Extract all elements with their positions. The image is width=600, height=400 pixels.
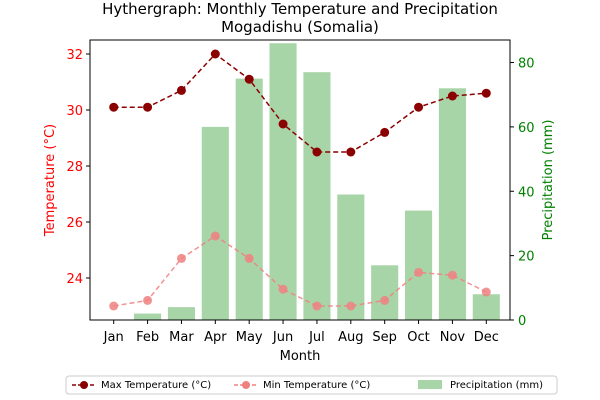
precip-bar-mar: [167, 307, 195, 320]
left-tick-label: 26: [66, 216, 83, 231]
x-tick-label-oct: Oct: [407, 330, 429, 345]
legend-precip-label: Precipitation (mm): [450, 380, 543, 391]
x-tick-label-jul: Jul: [308, 330, 325, 345]
min-temp-point-jan: [109, 301, 119, 311]
min-temp-point-feb: [143, 295, 153, 305]
max-temp-point-jun: [278, 119, 288, 129]
precip-bar-jul: [303, 72, 331, 321]
plot-frame: [89, 39, 511, 321]
x-tick-label-dec: Dec: [474, 330, 499, 345]
x-tick-label-sep: Sep: [372, 330, 397, 345]
x-tick-label-jan: Jan: [103, 330, 124, 345]
min-temp-point-jun: [278, 284, 288, 294]
precip-bar-dec: [472, 294, 500, 320]
max-temp-point-aug: [346, 147, 356, 157]
precip-bar-nov: [438, 88, 466, 320]
precip-bar-apr: [201, 126, 229, 321]
precip-bar-jun: [269, 43, 297, 321]
precip-bar-aug: [337, 194, 365, 320]
x-tick-label-apr: Apr: [204, 330, 227, 345]
min-temp-point-may: [244, 253, 254, 263]
legend-min-marker: [242, 381, 250, 389]
left-axis-label: Temperature (°C): [43, 124, 58, 237]
left-tick-label: 30: [66, 104, 83, 119]
min-temp-point-jul: [312, 301, 322, 311]
x-axis-label: Month: [280, 349, 321, 364]
min-temp-point-sep: [380, 295, 390, 305]
precip-bar-sep: [371, 265, 399, 320]
max-temp-point-jan: [109, 102, 119, 112]
min-temp-point-oct: [414, 267, 424, 277]
x-tick-label-aug: Aug: [338, 330, 363, 345]
right-tick-label: 0: [518, 314, 526, 329]
legend: Max Temperature (°C) Min Temperature (°C…: [65, 375, 558, 395]
max-temp-point-sep: [380, 127, 390, 137]
right-tick-label: 20: [518, 250, 535, 265]
temperature-lines: [109, 49, 491, 311]
x-tick-label-jun: Jun: [272, 330, 293, 345]
x-tick-label-nov: Nov: [440, 330, 466, 345]
max-temp-line: [113, 52, 487, 153]
legend-max-marker: [80, 381, 88, 389]
x-tick-label-may: May: [236, 330, 263, 345]
chart-title-line1: Hythergraph: Monthly Temperature and Pre…: [102, 0, 498, 18]
precipitation-bars: [134, 43, 500, 321]
left-axis-ticks: 24 26 28 30 32: [66, 48, 90, 287]
max-temp-point-mar: [176, 85, 186, 95]
max-temp-point-jul: [312, 147, 322, 157]
x-axis-ticks: Jan Feb Mar Apr May Jun Jul Aug Sep Oct Nov Dec: [103, 320, 499, 345]
precip-bar-feb: [134, 313, 162, 320]
precip-bar-may: [235, 78, 263, 320]
legend-precip-marker: [418, 380, 442, 389]
max-temp-point-feb: [143, 102, 153, 112]
min-temp-point-mar: [176, 253, 186, 263]
left-tick-label: 28: [66, 160, 83, 175]
min-temp-point-apr: [210, 231, 220, 241]
right-axis-label: Precipitation (mm): [541, 120, 556, 241]
max-temp-point-apr: [210, 49, 220, 59]
left-tick-label: 32: [66, 48, 83, 63]
right-tick-label: 80: [518, 57, 535, 72]
min-temp-point-nov: [447, 270, 457, 280]
right-tick-label: 40: [518, 185, 535, 200]
right-axis-ticks: 0 20 40 60 80: [510, 57, 535, 329]
left-tick-label: 24: [66, 272, 83, 287]
min-temp-line: [113, 235, 487, 307]
legend-min-label: Min Temperature (°C): [263, 380, 370, 391]
max-temp-point-oct: [414, 102, 424, 112]
precip-bar-oct: [405, 210, 433, 320]
x-tick-label-feb: Feb: [136, 330, 159, 345]
max-temp-point-may: [244, 74, 254, 84]
min-temp-point-dec: [481, 287, 491, 297]
x-tick-label-mar: Mar: [169, 330, 194, 345]
min-temp-point-aug: [346, 301, 356, 311]
max-temp-point-nov: [447, 91, 457, 101]
right-tick-label: 60: [518, 121, 535, 136]
chart-title-line2: Mogadishu (Somalia): [221, 18, 379, 36]
legend-max-label: Max Temperature (°C): [101, 380, 211, 391]
max-temp-point-dec: [481, 88, 491, 98]
